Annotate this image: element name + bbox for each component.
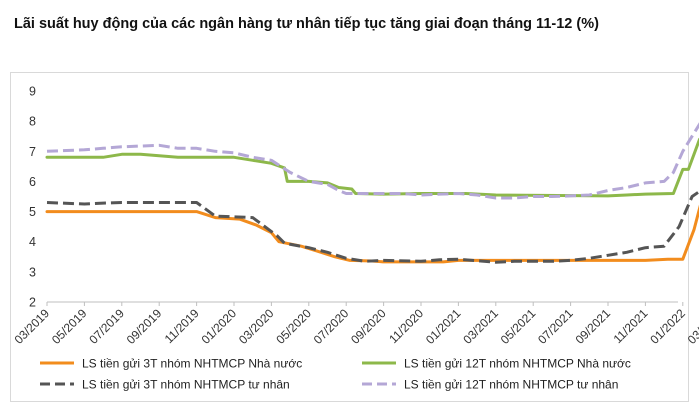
axes: 2345678903/201905/201907/201909/201911/2… — [12, 85, 699, 347]
legend-label: LS tiền gửi 12T nhóm NHTMCP tư nhân — [404, 378, 618, 392]
y-tick-label: 9 — [29, 85, 36, 99]
x-tick-label: 09/2020 — [348, 306, 389, 347]
x-tick-label: 07/2021 — [535, 306, 576, 347]
series-line-2 — [45, 137, 699, 198]
x-tick-label: 01/2021 — [423, 306, 464, 347]
series-lines — [45, 122, 699, 264]
x-tick-label: 01/2020 — [199, 306, 240, 347]
y-tick-label: 5 — [29, 205, 36, 219]
legend: LS tiền gửi 3T nhóm NHTMCP Nhà nước LS ti… — [40, 357, 631, 392]
x-tick-label: 03/2022 — [685, 306, 699, 347]
x-tick-label: 01/2022 — [647, 306, 688, 347]
x-tick-label: 05/2019 — [49, 306, 90, 347]
x-tick-label: 09/2019 — [124, 306, 165, 347]
x-tick-label: 11/2020 — [386, 306, 426, 346]
legend-label: LS tiền gửi 3T nhóm NHTMCP tư nhân — [82, 378, 290, 392]
x-tick-label: 03/2019 — [12, 306, 53, 347]
legend-label: LS tiền gửi 3T nhóm NHTMCP Nhà nước — [82, 357, 302, 371]
series-line-1 — [45, 204, 699, 264]
x-tick-label: 11/2019 — [162, 306, 202, 346]
series-line-4 — [46, 122, 699, 200]
y-tick-label: 7 — [29, 145, 36, 159]
x-tick-label: 05/2021 — [498, 306, 539, 347]
legend-label: LS tiền gửi 12T nhóm NHTMCP Nhà nước — [404, 357, 631, 371]
chart-title: Lãi suất huy động của các ngân hàng tư n… — [14, 16, 599, 32]
x-tick-label: 03/2021 — [460, 306, 501, 347]
x-tick-label: 09/2021 — [573, 306, 614, 347]
x-tick-label: 07/2020 — [311, 306, 352, 347]
chart-frame — [10, 72, 689, 402]
y-tick-label: 3 — [29, 265, 36, 279]
series-line-3 — [46, 189, 699, 264]
x-tick-label: 03/2020 — [236, 306, 277, 347]
x-tick-label: 07/2019 — [86, 306, 127, 347]
y-tick-label: 6 — [29, 175, 36, 189]
x-tick-label: 05/2020 — [273, 306, 314, 347]
y-tick-label: 2 — [29, 296, 36, 310]
x-tick-label: 11/2021 — [611, 306, 651, 346]
y-tick-label: 4 — [29, 235, 36, 249]
y-tick-label: 8 — [29, 115, 36, 129]
